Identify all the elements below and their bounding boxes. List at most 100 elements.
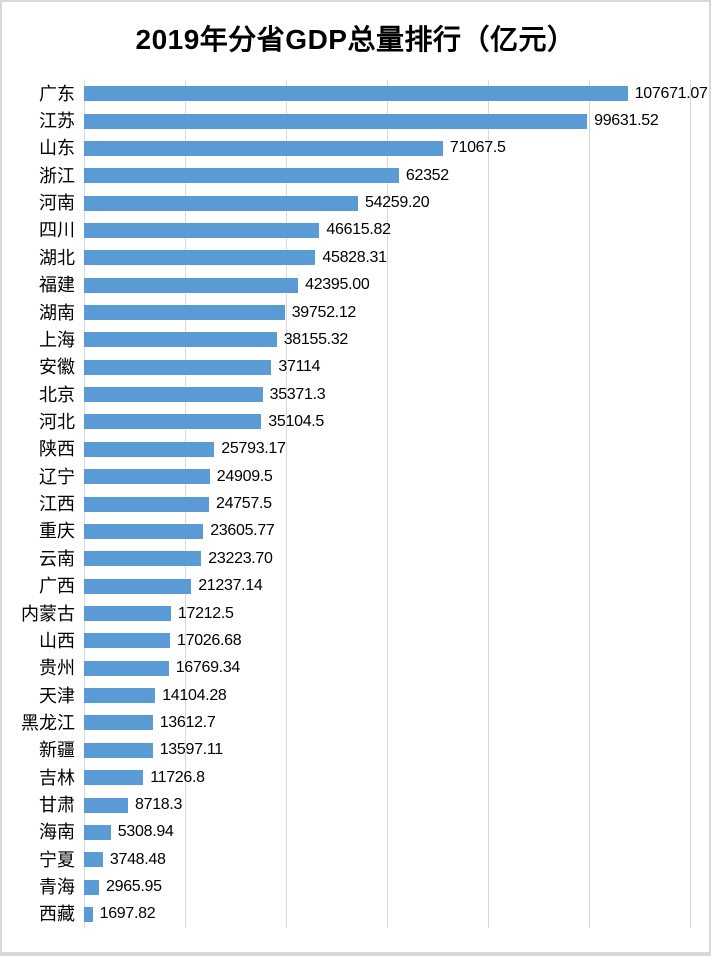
- bar-row: 江苏 99631.52: [2, 107, 709, 134]
- category-label: 广东: [39, 83, 75, 104]
- bar-row: 上海 38155.32: [2, 326, 709, 353]
- value-label: 107671.07: [634, 84, 708, 102]
- bar: [84, 742, 153, 758]
- bar: [84, 168, 399, 184]
- category-label: 北京: [39, 384, 75, 405]
- bar: [84, 469, 210, 485]
- category-label: 四川: [39, 220, 75, 241]
- bar-row: 江西 24757.5: [2, 490, 709, 517]
- bar: [84, 660, 169, 676]
- bar: [84, 195, 358, 211]
- bar: [84, 113, 588, 129]
- value-label: 46615.82: [326, 221, 391, 239]
- bar-row: 黑龙江 13612.7: [2, 709, 709, 736]
- bar: [84, 305, 285, 321]
- value-label: 38155.32: [283, 330, 349, 348]
- bar-row: 安徽 37114: [2, 354, 709, 381]
- bar: [84, 770, 144, 786]
- bar-row: 宁夏 3748.48: [2, 846, 709, 873]
- value-label: 13612.7: [159, 713, 216, 731]
- bar: [84, 250, 316, 266]
- value-label: 62352: [405, 166, 449, 184]
- bar-row: 山东 71067.5: [2, 135, 709, 162]
- bar: [84, 523, 204, 539]
- value-label: 39752.12: [291, 303, 357, 321]
- bar-row: 青海 2965.95: [2, 873, 709, 900]
- category-label: 云南: [39, 548, 75, 569]
- value-label: 99631.52: [594, 112, 659, 130]
- category-label: 福建: [39, 275, 75, 296]
- value-label: 35104.5: [268, 412, 325, 430]
- value-label: 71067.5: [449, 139, 506, 157]
- bar: [84, 441, 215, 457]
- category-label: 甘肃: [39, 795, 75, 816]
- value-label: 14104.28: [162, 686, 227, 704]
- bar: [84, 140, 443, 156]
- bar-row: 广东 107671.07: [2, 80, 709, 107]
- bar: [84, 222, 320, 238]
- bar-row: 辽宁 24909.5: [2, 463, 709, 490]
- vertical-gridline: [488, 80, 489, 928]
- bar: [84, 633, 170, 649]
- bar-row: 福建 42395.00: [2, 272, 709, 299]
- category-label: 新疆: [39, 740, 75, 761]
- bar-row: 河南 54259.20: [2, 189, 709, 216]
- value-label: 2965.95: [106, 878, 162, 896]
- value-label: 54259.20: [365, 194, 430, 212]
- value-label: 24757.5: [216, 495, 272, 513]
- bar: [84, 551, 202, 567]
- value-label: 25793.17: [221, 440, 286, 458]
- bar-row: 北京 35371.3: [2, 381, 709, 408]
- bar-row: 贵州 16769.34: [2, 655, 709, 682]
- category-label: 海南: [39, 822, 75, 843]
- bar-row: 浙江 62352: [2, 162, 709, 189]
- bar-row: 内蒙古 17212.5: [2, 600, 709, 627]
- bar-row: 山西 17026.68: [2, 627, 709, 654]
- value-label: 24909.5: [216, 467, 273, 485]
- bar-row: 陕西 25793.17: [2, 436, 709, 463]
- bar-row: 四川 46615.82: [2, 217, 709, 244]
- plot-area: 广东 107671.07 江苏 99631.52 山东 71067.5 浙江 62352 河南 5…: [2, 80, 709, 928]
- category-label: 山东: [39, 138, 75, 159]
- bar: [84, 387, 263, 403]
- bar: [84, 879, 99, 895]
- value-label: 23223.70: [208, 549, 273, 567]
- bar: [84, 906, 93, 922]
- value-label: 23605.77: [210, 522, 275, 540]
- bar: [84, 277, 299, 293]
- category-label: 青海: [39, 877, 75, 898]
- category-label: 江西: [39, 494, 75, 515]
- bar-row: 湖北 45828.31: [2, 244, 709, 271]
- bar-row: 吉林 11726.8: [2, 764, 709, 791]
- bar-row: 湖南 39752.12: [2, 299, 709, 326]
- bar: [84, 86, 628, 102]
- category-label: 天津: [39, 685, 75, 706]
- category-label: 山西: [39, 630, 75, 651]
- bar: [84, 578, 192, 594]
- category-label: 河北: [39, 411, 75, 432]
- vertical-gridline: [286, 80, 287, 928]
- category-label: 黑龙江: [21, 712, 75, 733]
- bar-row: 河北 35104.5: [2, 408, 709, 435]
- bar: [84, 414, 262, 430]
- value-label: 5308.94: [117, 823, 174, 841]
- value-label: 45828.31: [322, 248, 387, 266]
- value-label: 1697.82: [99, 905, 156, 923]
- category-label: 贵州: [39, 658, 75, 679]
- chart-title: 2019年分省GDP总量排行（亿元）: [135, 24, 576, 55]
- value-label: 37114: [278, 358, 321, 376]
- value-label: 17212.5: [177, 604, 234, 622]
- category-label: 重庆: [39, 521, 75, 542]
- bar-row: 重庆 23605.77: [2, 518, 709, 545]
- category-label: 西藏: [39, 904, 75, 925]
- category-label: 上海: [39, 329, 75, 350]
- bar: [84, 332, 277, 348]
- bar: [84, 688, 156, 704]
- bar-row: 云南 23223.70: [2, 545, 709, 572]
- bar: [84, 359, 272, 375]
- bar-row: 西藏 1697.82: [2, 901, 709, 928]
- bar-row: 广西 21237.14: [2, 572, 709, 599]
- value-label: 17026.68: [177, 631, 242, 649]
- value-label: 16769.34: [175, 659, 241, 677]
